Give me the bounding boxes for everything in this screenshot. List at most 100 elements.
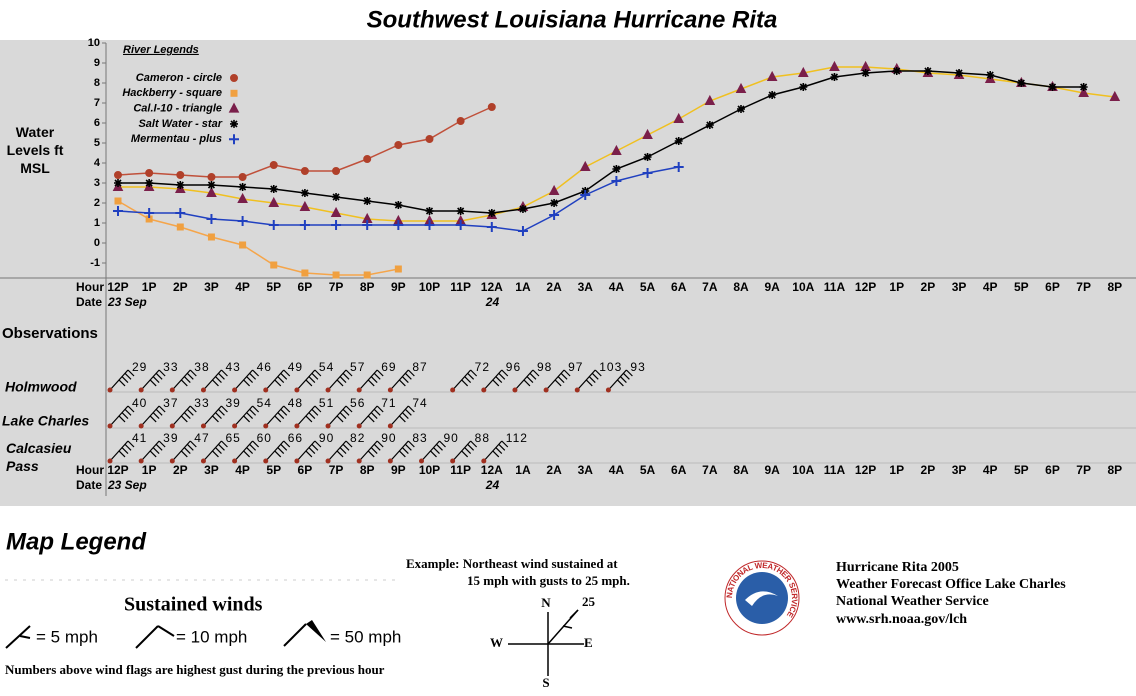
x-tick-label: 6P — [298, 463, 313, 477]
marker — [207, 173, 216, 181]
barb-feather — [498, 372, 506, 380]
legend-item: = 5 mph — [36, 627, 98, 646]
wind-barb — [203, 405, 228, 427]
wind-barb — [140, 369, 166, 391]
x-tick-label: 9A — [764, 280, 780, 294]
marker — [144, 208, 155, 218]
barb-feather — [367, 450, 375, 458]
barb-feather — [345, 369, 353, 377]
wind-barb — [389, 369, 415, 391]
barb-feather — [376, 369, 384, 377]
barb-feather — [407, 440, 415, 448]
barb-feather — [467, 372, 475, 380]
x-tick-label: 8P — [1107, 463, 1122, 477]
legend-entry: Salt Water - star — [138, 118, 222, 130]
barb-feather — [252, 369, 260, 377]
wind-barb — [171, 405, 197, 427]
barb-feather — [404, 408, 412, 416]
wind-barb — [265, 440, 291, 462]
wind-barb — [452, 440, 478, 462]
marker — [579, 160, 591, 171]
barb-feather — [212, 379, 219, 387]
barb-feather — [470, 440, 478, 448]
barb-feather — [180, 379, 188, 387]
x-tick-label: 7P — [329, 280, 344, 294]
marker — [363, 197, 372, 205]
barb-feather — [127, 369, 135, 377]
barb-feather — [376, 440, 384, 448]
y-tick-label: 3 — [94, 177, 100, 189]
x-tick-label: 11P — [450, 280, 471, 294]
barb-dot — [107, 458, 113, 464]
x-tick-label: 9P — [391, 463, 406, 477]
marker — [456, 117, 465, 125]
barb-feather — [314, 405, 322, 413]
compass — [508, 609, 584, 676]
barb-dot — [138, 423, 144, 429]
barb-feather — [461, 450, 469, 458]
gust-label: 90 — [319, 431, 334, 445]
x-tick-label: 12P — [855, 463, 876, 477]
gust-label: 112 — [506, 431, 528, 445]
barb-feather — [370, 412, 378, 420]
marker — [673, 162, 684, 172]
y-tick-label: 4 — [94, 157, 101, 169]
barb-feather — [373, 408, 381, 416]
gust-label: 43 — [225, 360, 240, 374]
barb-feather — [529, 372, 537, 380]
barb-feather — [404, 443, 412, 451]
gust-label: 41 — [132, 431, 147, 445]
barb-feather — [189, 405, 197, 413]
wind-barb — [514, 369, 540, 391]
x-tick-label: 5P — [1014, 280, 1029, 294]
wind-barb — [203, 369, 228, 391]
x-tick-label: 11A — [824, 463, 846, 477]
wind-barb — [607, 369, 633, 391]
marker — [332, 193, 341, 201]
marker — [830, 73, 839, 81]
barb-feather — [218, 408, 225, 416]
wind-barb — [358, 440, 384, 462]
barb-feather — [308, 412, 316, 420]
barb-feather — [588, 376, 596, 384]
barb-feather — [398, 450, 406, 458]
legend-note: Numbers above wind flags are highest gus… — [5, 662, 385, 677]
marker — [611, 176, 622, 186]
barb-feather — [158, 369, 166, 377]
marker — [548, 184, 560, 195]
wind-barb — [265, 369, 291, 391]
x-tick-label: 9A — [764, 463, 780, 477]
barb-feather — [180, 415, 188, 423]
barb-feather — [622, 372, 630, 380]
gust-label: 72 — [475, 360, 490, 374]
x-tick-label: 3P — [204, 463, 219, 477]
gust-label: 87 — [412, 360, 427, 374]
gust-label: 51 — [319, 396, 334, 410]
x-tick-label: 4P — [235, 463, 250, 477]
legend-entry: Cal.I-10 - triangle — [133, 103, 222, 115]
barb-feather — [221, 440, 228, 448]
compass-w: W — [490, 635, 503, 650]
gust-label: 90 — [444, 431, 459, 445]
barb-feather — [243, 450, 251, 458]
gust-label: 39 — [163, 431, 178, 445]
barb-dot — [294, 387, 300, 393]
barb-feather — [249, 443, 257, 451]
date-value: 24 — [485, 478, 500, 492]
chart-title: Southwest Louisiana Hurricane Rita — [367, 6, 778, 33]
barb-feather — [155, 443, 163, 451]
barb-dot — [169, 458, 175, 464]
marker — [299, 220, 310, 230]
gust-label: 97 — [568, 360, 583, 374]
barb-dot — [574, 387, 580, 393]
x-tick-label: 8P — [360, 463, 375, 477]
marker — [580, 190, 591, 200]
barb-feather — [625, 369, 633, 377]
wind-barb — [296, 369, 322, 391]
barb-feather — [274, 450, 282, 458]
barb-feather — [461, 379, 469, 387]
marker — [986, 71, 995, 79]
barb-dot — [356, 458, 362, 464]
barb-dot — [387, 387, 393, 393]
